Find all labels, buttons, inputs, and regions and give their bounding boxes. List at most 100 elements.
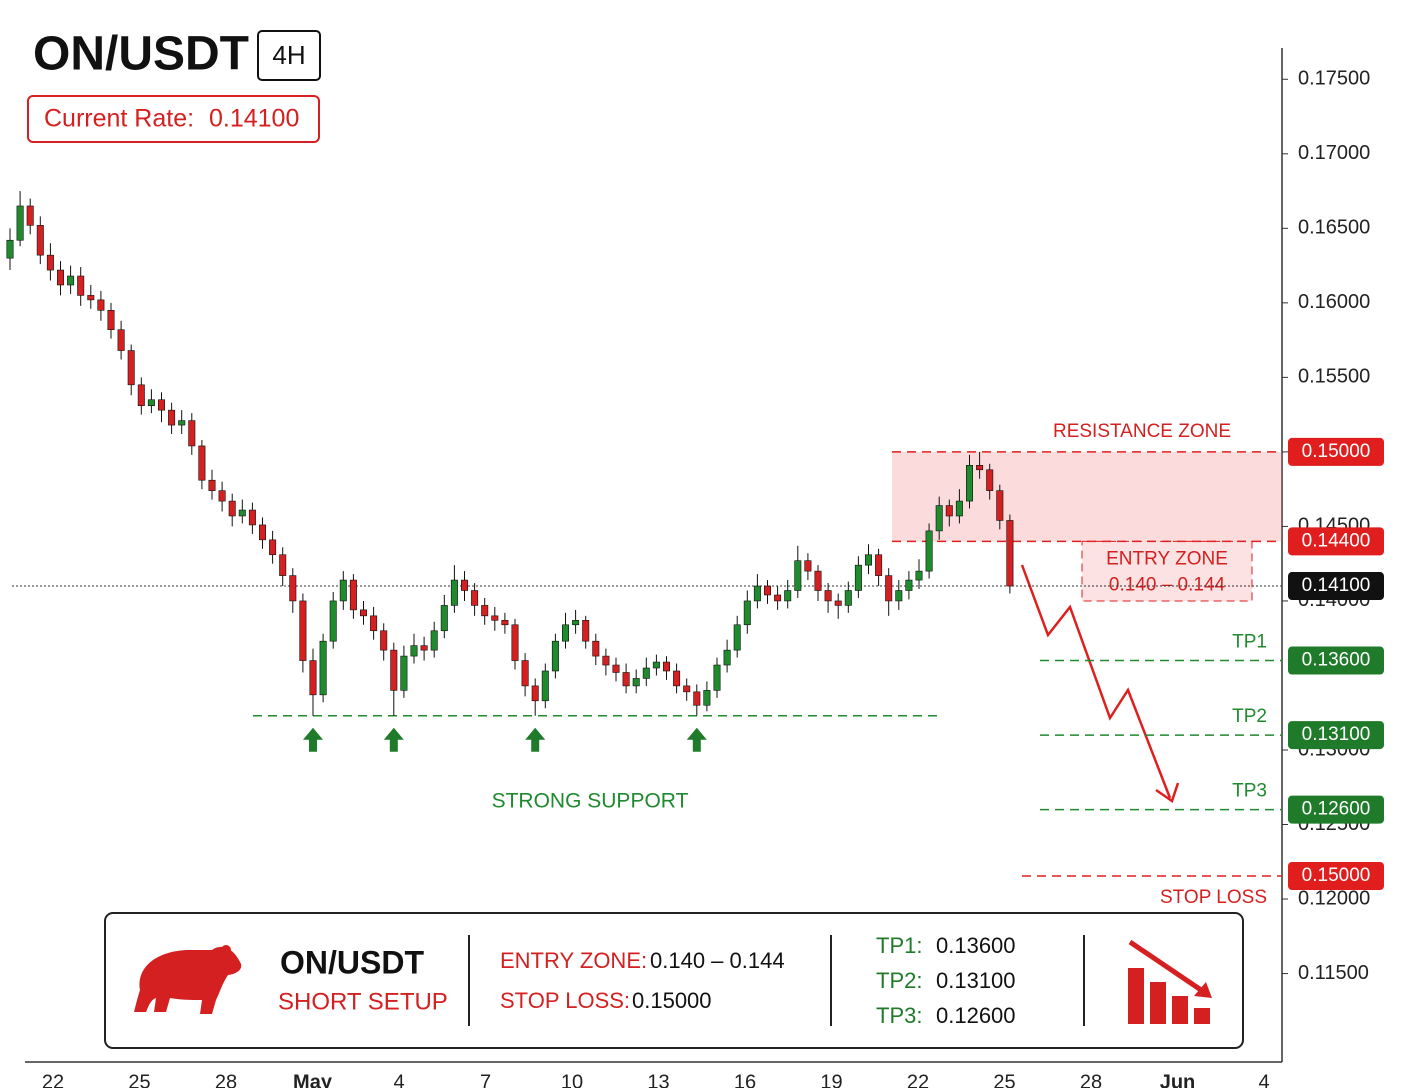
candle-body — [955, 500, 963, 517]
candle-body — [683, 685, 691, 693]
candle-body — [996, 490, 1004, 521]
candle-body — [642, 667, 650, 679]
candle-body — [844, 590, 852, 606]
candle-body — [945, 505, 953, 517]
summary-panel: ON/USDT SHORT SETUP ENTRY ZONE: 0.140 – … — [104, 912, 1244, 1049]
target-tag-label: 0.12600 — [1302, 799, 1371, 820]
x-tick-label: 19 — [820, 1071, 842, 1088]
candle-body — [531, 685, 539, 702]
entry-zone-range: 0.140 – 0.144 — [1109, 574, 1226, 595]
support-arrow — [383, 727, 404, 752]
candle-body — [662, 661, 670, 672]
candle-body — [56, 269, 64, 286]
current-rate-value: 0.14100 — [209, 105, 299, 133]
candle-body — [329, 600, 337, 642]
candle-body — [400, 655, 408, 691]
x-tick-label: 4 — [1258, 1071, 1269, 1088]
candle-body — [511, 624, 519, 661]
candle-body — [622, 672, 630, 687]
current-rate-tag — [1288, 572, 1384, 601]
y-tick-label: 0.12000 — [1298, 887, 1370, 909]
candle-body — [481, 605, 489, 617]
candle-body — [349, 579, 357, 611]
candle-body — [67, 275, 75, 286]
candle-body — [572, 620, 580, 626]
candle-body — [127, 350, 135, 386]
candle-body — [652, 661, 660, 669]
stop-loss-tag-label: 0.15000 — [1302, 865, 1371, 886]
candle-body — [319, 640, 327, 696]
current-rate-box — [27, 95, 320, 143]
summary-tp-value: 0.12600 — [936, 1003, 1016, 1028]
resistance-zone — [892, 451, 1282, 542]
candle-body — [561, 624, 569, 642]
y-tick-label: 0.11500 — [1298, 962, 1369, 984]
candle-body — [804, 560, 812, 572]
candle-body — [208, 479, 216, 491]
candle-body — [238, 509, 246, 517]
candle-body — [178, 420, 186, 426]
candle-body — [440, 605, 448, 632]
candle-body — [602, 655, 610, 666]
summary-tp-label: TP2: — [876, 968, 922, 993]
candle-body — [450, 579, 458, 606]
candle-body — [410, 645, 418, 657]
candle-body — [673, 670, 681, 687]
candle-body — [339, 579, 347, 602]
target-name: TP1 — [1232, 632, 1267, 653]
resistance-tag-label: 0.15000 — [1302, 441, 1371, 462]
candle-body — [986, 469, 994, 491]
target-tag — [1288, 795, 1384, 824]
candle-body — [925, 530, 933, 572]
x-tick-label: 13 — [647, 1071, 669, 1088]
target-name: TP3 — [1232, 781, 1267, 802]
support-arrow — [303, 727, 323, 752]
x-tick-label: 28 — [1080, 1071, 1102, 1088]
chart-title: ON/USDT — [33, 28, 249, 81]
y-tick-label: 0.17500 — [1298, 68, 1370, 90]
candle-body — [279, 554, 287, 576]
candle-body — [753, 585, 761, 602]
candle-body — [258, 524, 266, 541]
candle-body — [733, 624, 741, 651]
timeframe-box — [257, 30, 321, 81]
candle-body — [218, 490, 226, 502]
stop-loss-label: STOP LOSS — [1160, 887, 1267, 908]
candle-body — [6, 239, 14, 259]
candle-body — [198, 445, 206, 481]
candle-body — [582, 620, 590, 642]
candle-body — [834, 600, 842, 606]
x-tick-label: 10 — [561, 1071, 583, 1088]
x-tick-label: 22 — [907, 1071, 929, 1088]
y-tick-label: 0.17000 — [1298, 142, 1370, 164]
candle-body — [501, 620, 509, 626]
target-tag — [1288, 721, 1384, 750]
summary-tp-value: 0.13100 — [936, 968, 1016, 993]
candle-body — [965, 465, 973, 502]
resistance-tag — [1288, 527, 1384, 556]
candle-body — [774, 594, 782, 602]
candle-body — [97, 299, 105, 311]
candle-body — [794, 560, 802, 591]
candle-body — [269, 539, 277, 556]
candle-body — [87, 295, 95, 301]
candle-body — [107, 310, 115, 330]
candle-body — [188, 420, 196, 447]
candle-body — [168, 409, 176, 426]
candle-body — [885, 575, 893, 602]
candle-body — [743, 600, 751, 626]
candle-body — [632, 678, 640, 687]
candle-body — [471, 590, 479, 606]
candle-body — [723, 649, 731, 666]
entry-zone-label: ENTRY ZONE — [1106, 548, 1228, 569]
candle-body — [228, 500, 236, 517]
stop-loss-tag — [1288, 862, 1384, 890]
candle-body — [26, 205, 34, 226]
support-arrow — [525, 727, 546, 752]
candle-body — [693, 691, 701, 706]
candle-body — [854, 564, 862, 591]
summary-entry-value: 0.140 – 0.144 — [650, 948, 785, 973]
support-label: STRONG SUPPORT — [492, 790, 689, 813]
candle-body — [713, 664, 721, 691]
